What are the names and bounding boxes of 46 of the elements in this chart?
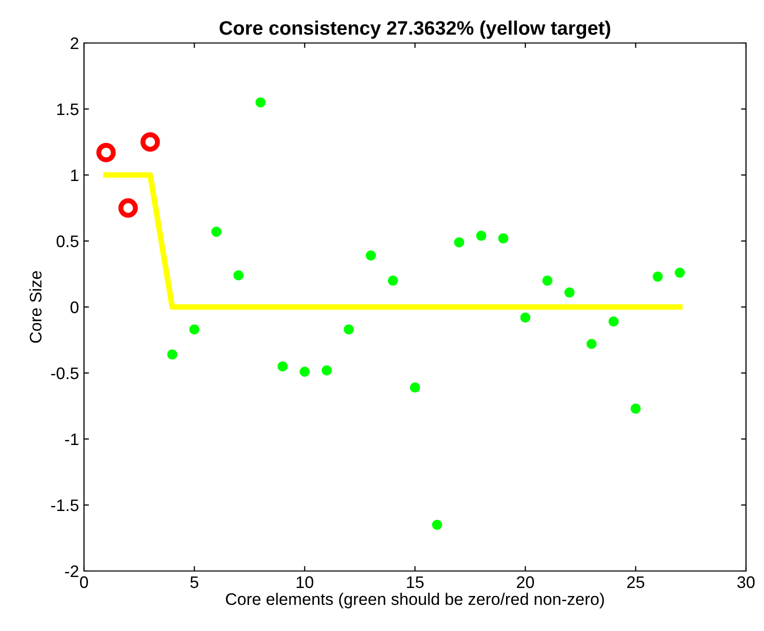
point [608, 316, 619, 327]
point [630, 404, 641, 414]
point [432, 520, 442, 530]
x-axis-title: Core elements (green should be zero/red non-zero) [226, 592, 604, 608]
point [233, 270, 244, 280]
point [564, 287, 575, 298]
y-tick-label: 0 [70, 301, 78, 314]
point [118, 198, 138, 218]
y-tick-label: 1.5 [57, 104, 78, 116]
point [255, 97, 266, 108]
y-tick-label: -1.5 [51, 500, 78, 512]
point [410, 382, 420, 393]
point [652, 272, 663, 282]
point [189, 324, 200, 335]
y-axis-title: Core Size [29, 271, 42, 343]
x-tick-label: 0 [80, 576, 88, 588]
x-tick-label: 15 [407, 576, 424, 588]
point [388, 276, 398, 286]
point [454, 237, 464, 248]
point [344, 324, 354, 335]
y-tick-label: -2 [65, 565, 78, 578]
point [520, 312, 530, 323]
x-tick-label: 30 [737, 576, 755, 588]
point [278, 361, 288, 372]
point [498, 233, 508, 244]
point [211, 226, 222, 237]
point [322, 365, 332, 376]
point [586, 338, 597, 350]
y-tick-label: -0.5 [51, 367, 78, 380]
point [366, 250, 376, 261]
point [140, 132, 160, 152]
x-tick-label: 25 [627, 576, 644, 588]
y-tick-label: -1 [65, 434, 78, 446]
point [542, 276, 552, 286]
y-tick-label: 2 [70, 37, 78, 50]
x-tick-label: 5 [190, 576, 198, 588]
point [300, 366, 310, 377]
point [167, 349, 178, 360]
point [674, 268, 685, 278]
y-tick-label: 1 [71, 170, 78, 182]
point [476, 230, 486, 241]
point [96, 142, 116, 162]
x-tick-label: 20 [516, 576, 534, 588]
y-tick-label: 0.5 [56, 235, 78, 248]
chart-title: Core consistency 27.3632% (yellow target) [220, 20, 610, 39]
x-tick-label: 10 [296, 576, 314, 588]
